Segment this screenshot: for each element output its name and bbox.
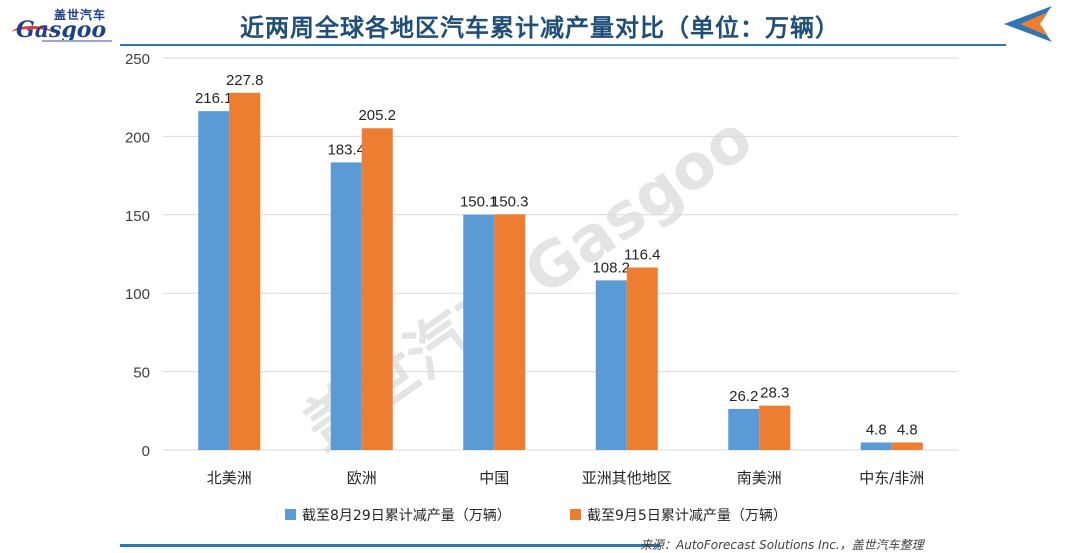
- data-label: 205.2: [358, 107, 396, 124]
- data-label: 183.4: [327, 141, 365, 158]
- x-tick-label: 中国: [479, 469, 509, 487]
- bar: [595, 280, 627, 450]
- back-arrow-icon[interactable]: [1002, 4, 1056, 44]
- legend-swatch: [570, 509, 581, 520]
- x-tick-label: 北美洲: [207, 469, 252, 487]
- logo-swoosh-icon: [12, 26, 52, 39]
- bar: [330, 162, 362, 450]
- data-label: 108.2: [592, 259, 630, 276]
- y-tick-label: 100: [125, 286, 150, 303]
- legend-label: 截至9月5日累计减产量（万辆）: [587, 508, 787, 524]
- y-tick-label: 200: [125, 129, 150, 146]
- bar: [626, 267, 658, 450]
- bar: [860, 442, 892, 450]
- data-label: 4.8: [897, 421, 918, 438]
- logo-english-text: Gasgoo: [16, 17, 107, 43]
- legend-swatch: [285, 509, 296, 520]
- x-tick-label: 欧洲: [347, 469, 377, 487]
- data-label: 227.8: [226, 72, 264, 89]
- gasgoo-logo: 盖世汽车 Gasgoo: [12, 6, 122, 48]
- bar: [494, 214, 526, 450]
- y-tick-label: 0: [142, 443, 150, 460]
- y-tick-label: 150: [125, 208, 150, 225]
- data-label: 116.4: [624, 246, 660, 263]
- chart-title: 近两周全球各地区汽车累计减产量对比（单位：万辆）: [240, 14, 840, 42]
- bar: [229, 92, 261, 450]
- y-tick-label: 50: [133, 365, 150, 382]
- logo-underline: [42, 40, 112, 42]
- source-note: 来源：AutoForecast Solutions Inc.，盖世汽车整理: [640, 538, 924, 552]
- bar: [728, 408, 760, 450]
- data-label: 26.2: [729, 388, 758, 405]
- data-label: 216.1: [195, 90, 233, 107]
- data-label: 4.8: [866, 421, 887, 438]
- x-tick-label: 亚洲其他地区: [582, 469, 672, 487]
- legend-label: 截至8月29日累计减产量（万辆）: [302, 508, 511, 524]
- data-label: 150.3: [491, 193, 529, 210]
- bar: [759, 405, 791, 450]
- bar: [198, 111, 230, 450]
- x-tick-label: 中东/非洲: [859, 469, 924, 487]
- bar: [361, 128, 393, 450]
- bar: [891, 442, 923, 450]
- y-tick-label: 250: [125, 51, 150, 68]
- title-divider: [120, 44, 1006, 46]
- logo-chinese-text: 盖世汽车: [54, 8, 107, 22]
- footer-divider: [120, 544, 660, 547]
- data-label: 28.3: [760, 385, 789, 402]
- x-tick-label: 南美洲: [737, 469, 782, 487]
- bar: [463, 214, 495, 450]
- data-label: 150.1: [460, 194, 498, 211]
